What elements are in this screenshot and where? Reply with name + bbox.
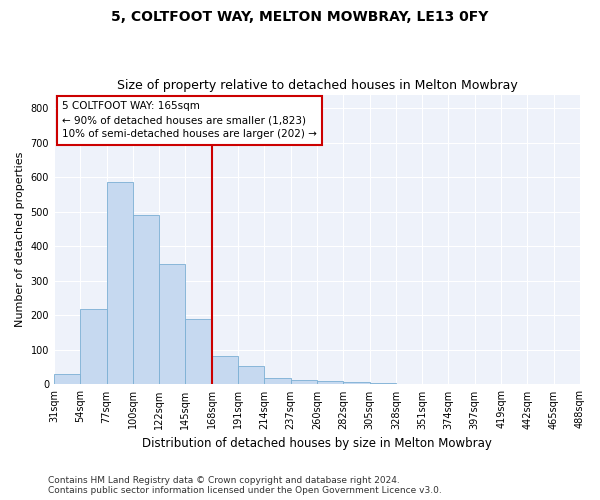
Bar (343, 382, 370, 384)
Bar (317, 381, 343, 384)
Text: 5 COLTFOOT WAY: 165sqm
← 90% of detached houses are smaller (1,823)
10% of semi-: 5 COLTFOOT WAY: 165sqm ← 90% of detached… (62, 102, 317, 140)
Bar (159, 264, 185, 384)
Bar (370, 383, 396, 384)
Bar (212, 356, 238, 384)
Y-axis label: Number of detached properties: Number of detached properties (15, 152, 25, 327)
Bar (238, 366, 265, 384)
Bar (107, 182, 133, 384)
Bar (265, 378, 290, 384)
X-axis label: Distribution of detached houses by size in Melton Mowbray: Distribution of detached houses by size … (142, 437, 492, 450)
Text: 5, COLTFOOT WAY, MELTON MOWBRAY, LE13 0FY: 5, COLTFOOT WAY, MELTON MOWBRAY, LE13 0F… (112, 10, 488, 24)
Bar (133, 216, 159, 384)
Title: Size of property relative to detached houses in Melton Mowbray: Size of property relative to detached ho… (116, 79, 517, 92)
Bar (185, 319, 212, 384)
Bar (54, 374, 80, 384)
Text: Contains HM Land Registry data © Crown copyright and database right 2024.
Contai: Contains HM Land Registry data © Crown c… (48, 476, 442, 495)
Bar (80, 309, 107, 384)
Bar (290, 380, 317, 384)
